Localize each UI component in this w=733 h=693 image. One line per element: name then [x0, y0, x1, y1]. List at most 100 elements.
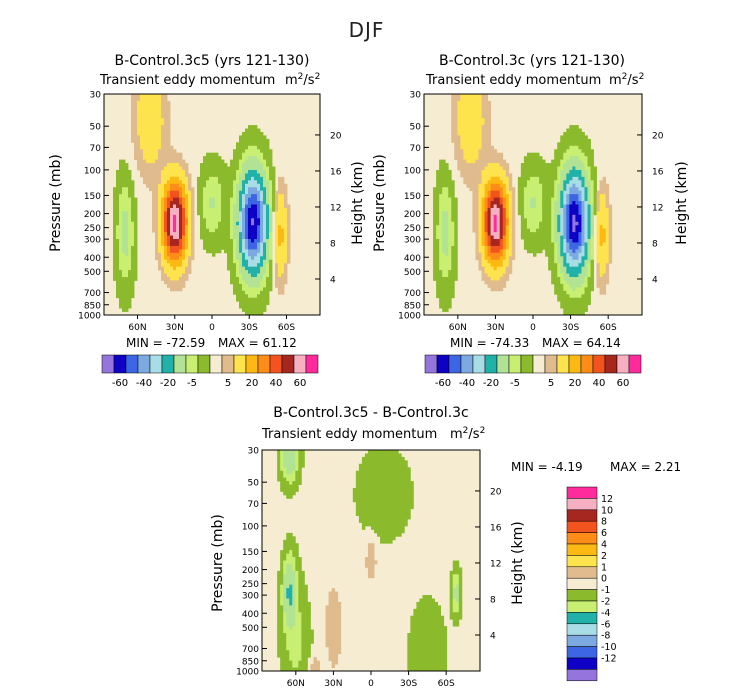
contour-cell [209, 235, 213, 240]
contour-cell [475, 245, 479, 250]
contour-cell [263, 173, 267, 178]
contour-cell [173, 270, 177, 274]
contour-cell [236, 277, 240, 281]
contour-cell [170, 207, 174, 212]
contour-cell [176, 183, 180, 188]
contour-cell [502, 169, 507, 174]
contour-cell [283, 491, 287, 496]
colorbar-swatch [436, 354, 450, 374]
contour-cell [122, 263, 126, 268]
contour-cell [164, 107, 168, 112]
contour-cell [239, 204, 243, 209]
contour-cell [257, 145, 261, 150]
contour-cell [542, 163, 546, 167]
contour-cell [560, 180, 564, 185]
contour-cell [167, 214, 171, 219]
contour-cell [505, 201, 510, 205]
contour-cell [236, 152, 240, 157]
contour-cell [572, 207, 576, 212]
contour-cell [167, 283, 171, 288]
contour-cell [364, 508, 369, 513]
contour-cell [536, 152, 540, 157]
contour-cell [526, 152, 531, 157]
contour-cell [209, 159, 213, 164]
contour-cell [481, 104, 485, 109]
contour-cell [575, 149, 579, 154]
contour-cell [230, 277, 234, 281]
contour-cell [203, 194, 207, 198]
contour-cell [445, 221, 449, 226]
contour-cell [131, 214, 135, 219]
contour-cell [179, 156, 183, 161]
contour-cell [149, 111, 153, 116]
contour-cell [209, 180, 213, 185]
colorbar-label: -20 [483, 378, 499, 389]
contour-cell [358, 494, 363, 499]
contour-cell [224, 201, 228, 205]
contour-cell [209, 221, 213, 226]
contour-cell [545, 239, 549, 243]
contour-cell [254, 204, 258, 209]
contour-cell [245, 304, 249, 309]
contour-cell [215, 228, 219, 233]
contour-cell [533, 176, 537, 181]
contour-cell [257, 235, 261, 240]
contour-cell [511, 225, 516, 230]
contour-cell [137, 159, 141, 164]
contour-cell [245, 301, 249, 306]
contour-cell [203, 187, 207, 192]
contour-cell [263, 277, 267, 281]
contour-cell [557, 290, 561, 295]
contour-cell [137, 125, 141, 129]
contour-cell [383, 491, 387, 496]
contour-cell [463, 128, 467, 133]
contour-cell [596, 263, 601, 268]
contour-cell [481, 125, 485, 129]
contour-cell [569, 183, 573, 188]
contour-cell [155, 218, 159, 223]
contour-cell [158, 114, 162, 119]
contour-cell [505, 207, 510, 212]
contour-cell [566, 290, 570, 295]
contour-cell [448, 183, 452, 188]
contour-cell [209, 201, 213, 205]
contour-cell [254, 173, 258, 178]
contour-cell [155, 114, 159, 119]
contour-cell [572, 211, 576, 216]
contour-cell [602, 221, 607, 226]
contour-cell [587, 183, 591, 188]
contour-cell [206, 242, 210, 247]
contour-cell [170, 173, 174, 178]
contour-cell [581, 287, 585, 292]
pressure-tick-label: 700 [84, 289, 101, 299]
contour-cell [281, 280, 285, 285]
contour-cell [502, 232, 507, 236]
contour-cell [481, 197, 485, 202]
contour-cell [137, 111, 141, 116]
contour-cell [569, 173, 573, 178]
panel-right-height-label: Height (km) [674, 161, 690, 244]
contour-cell [266, 252, 270, 257]
contour-cell [442, 290, 446, 295]
contour-cell [502, 204, 507, 209]
contour-cell [131, 94, 135, 98]
contour-cell [454, 100, 458, 105]
contour-cell [493, 245, 498, 250]
contour-cell [155, 235, 159, 240]
contour-cell [119, 290, 123, 295]
contour-cell [128, 270, 132, 274]
contour-cell [248, 211, 252, 216]
contour-cell [131, 138, 135, 143]
contour-cell [551, 270, 555, 274]
contour-cell [539, 232, 543, 236]
contour-cell [563, 131, 567, 136]
contour-cell [602, 211, 607, 216]
contour-cell [278, 176, 282, 181]
contour-cell [529, 187, 534, 192]
contour-cell [275, 273, 279, 278]
contour-cell [254, 221, 258, 226]
contour-cell [260, 308, 264, 312]
contour-cell [593, 176, 597, 181]
contour-cell [563, 283, 567, 288]
contour-cell [131, 100, 135, 105]
